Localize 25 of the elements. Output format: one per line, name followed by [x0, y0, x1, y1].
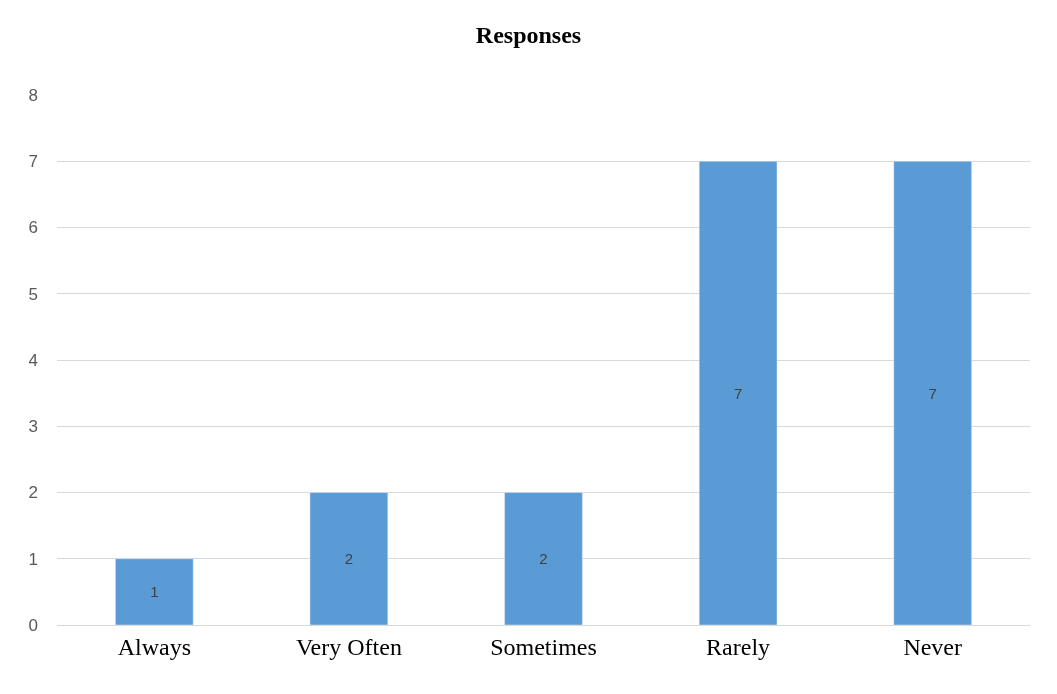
y-tick-label: 0 [28, 615, 38, 635]
chart-title: Responses [475, 22, 582, 49]
data-label: 2 [539, 550, 548, 568]
x-tick-label: Very Often [295, 633, 402, 660]
x-tick-label: Sometimes [490, 633, 597, 660]
x-tick-label: Rarely [706, 633, 771, 660]
y-tick-label: 5 [28, 284, 38, 304]
y-tick-label: 6 [28, 218, 38, 238]
y-tick-label: 3 [28, 417, 38, 437]
bar [698, 161, 778, 625]
bar [504, 492, 583, 625]
bar [309, 492, 389, 625]
y-tick-label: 4 [28, 350, 38, 370]
x-tick-label: Always [117, 633, 191, 660]
data-label: 1 [150, 583, 159, 601]
y-tick-label: 7 [28, 152, 38, 172]
data-label: 2 [344, 550, 354, 568]
x-tick-label: Never [903, 633, 963, 660]
y-tick-label: 8 [28, 85, 38, 105]
data-label: 7 [733, 384, 743, 402]
y-tick-label: 1 [28, 549, 38, 569]
y-tick-label: 2 [28, 483, 38, 503]
bar [893, 161, 972, 625]
bar [115, 558, 194, 625]
data-label: 7 [928, 384, 937, 402]
